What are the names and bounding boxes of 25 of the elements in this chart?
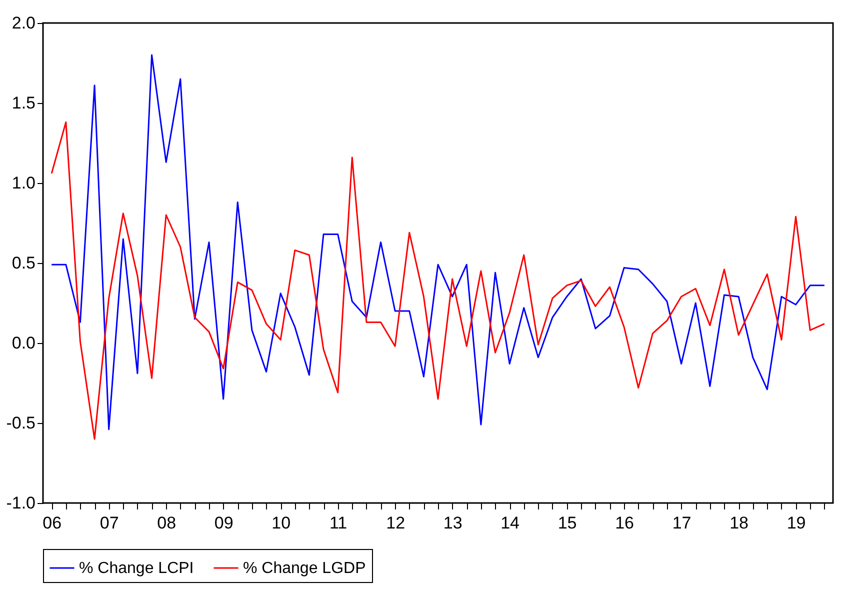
y-tick-label: 0.5 bbox=[12, 254, 36, 272]
x-tick-label: 06 bbox=[42, 514, 62, 532]
x-tick-label: 08 bbox=[157, 514, 176, 532]
line-series bbox=[50, 54, 826, 430]
line-series bbox=[50, 121, 826, 440]
x-tick-label: 19 bbox=[786, 514, 806, 532]
y-tick-label: 1.5 bbox=[12, 94, 36, 112]
x-tick-label: 16 bbox=[615, 514, 634, 532]
x-tick-label: 07 bbox=[100, 514, 119, 532]
y-tick-label: 0.0 bbox=[12, 334, 36, 352]
y-tick-label: -0.5 bbox=[6, 414, 36, 432]
x-tick-label: 10 bbox=[272, 514, 291, 532]
x-tick-label: 11 bbox=[329, 514, 348, 532]
x-tick-label: 18 bbox=[730, 514, 749, 532]
x-tick-label: 17 bbox=[672, 514, 692, 532]
y-tick-label: -1.0 bbox=[6, 494, 36, 512]
x-tick-label: 14 bbox=[500, 514, 520, 532]
x-tick-label: 09 bbox=[214, 514, 234, 532]
legend-label: % Change LCPI bbox=[79, 560, 194, 577]
y-tick-label: 2.0 bbox=[12, 14, 36, 32]
x-tick-label: 15 bbox=[558, 514, 577, 532]
x-tick-label: 12 bbox=[386, 514, 406, 532]
y-tick-label: 1.0 bbox=[12, 174, 36, 192]
legend-label: % Change LGDP bbox=[243, 560, 366, 577]
x-tick-label: 13 bbox=[443, 514, 462, 532]
